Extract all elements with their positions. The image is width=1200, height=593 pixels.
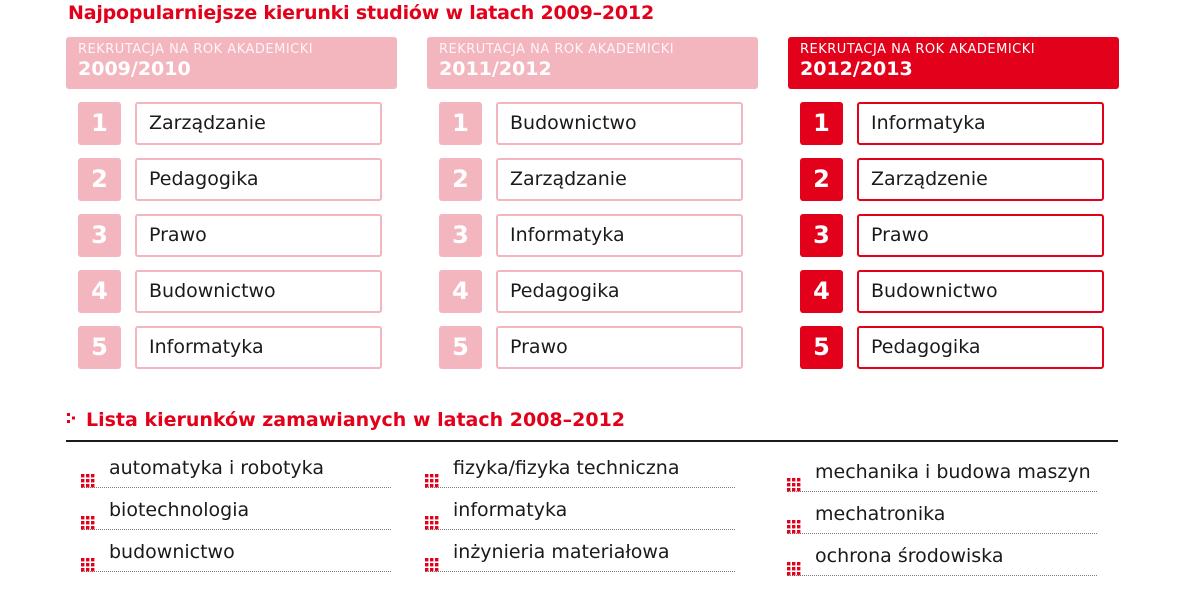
rank-label: Budownictwo — [496, 102, 743, 145]
list-item: automatyka i robotyka — [81, 446, 391, 488]
list-item-label: budownictwo — [109, 541, 235, 563]
ranking-row: 1 Budownictwo — [439, 102, 745, 145]
list-item: ochrona środowiska — [787, 534, 1097, 576]
ranking-row: 5 Informatyka — [78, 326, 384, 369]
list-item-label: mechanika i budowa maszyn — [815, 461, 1091, 483]
list-item: mechatronika — [787, 492, 1097, 534]
list-item-label: fizyka/fizyka techniczna — [453, 457, 680, 479]
ranking-column-2011: REKRUTACJA NA ROK AKADEMICKI 2011/2012 1… — [427, 37, 758, 369]
list-section-title: Lista kierunków zamawianych w latach 200… — [66, 409, 625, 431]
rank-number: 4 — [800, 270, 843, 313]
page-title: Najpopularniejsze kierunki studiów w lat… — [68, 2, 654, 24]
list-item: budownictwo — [81, 530, 391, 572]
ranking-column-2012: REKRUTACJA NA ROK AKADEMICKI 2012/2013 1… — [788, 37, 1119, 369]
ranking-header: REKRUTACJA NA ROK AKADEMICKI 2011/2012 — [427, 37, 758, 89]
rank-label: Zarządzanie — [135, 102, 382, 145]
rank-number: 2 — [78, 158, 121, 201]
list-title-text: Lista kierunków zamawianych w latach 200… — [86, 409, 626, 431]
rank-label: Budownictwo — [857, 270, 1104, 313]
ranking-row: 4 Budownictwo — [800, 270, 1106, 313]
ranking-row: 1 Zarządzanie — [78, 102, 384, 145]
ranking-header: REKRUTACJA NA ROK AKADEMICKI 2009/2010 — [66, 37, 397, 89]
ranking-row: 2 Zarządzanie — [439, 158, 745, 201]
ranking-row: 3 Prawo — [78, 214, 384, 257]
grid-dots-icon — [787, 507, 802, 534]
ordered-fields-column: automatyka i robotyka biotechnologia bud… — [81, 446, 391, 572]
rank-number: 1 — [439, 102, 482, 145]
list-item-label: ochrona środowiska — [815, 545, 1004, 567]
rank-label: Prawo — [135, 214, 382, 257]
rank-number: 1 — [78, 102, 121, 145]
grid-dots-icon — [425, 461, 440, 488]
grid-dots-icon — [81, 503, 96, 530]
header-caption: REKRUTACJA NA ROK AKADEMICKI — [78, 42, 314, 57]
rank-number: 2 — [800, 158, 843, 201]
ranking-row: 5 Prawo — [439, 326, 745, 369]
rank-number: 3 — [78, 214, 121, 257]
rank-number: 3 — [439, 214, 482, 257]
rank-label: Prawo — [496, 326, 743, 369]
list-item: mechanika i budowa maszyn — [787, 450, 1097, 492]
colon-dots-icon — [66, 409, 80, 431]
grid-dots-icon — [425, 545, 440, 572]
list-item: fizyka/fizyka techniczna — [425, 446, 735, 488]
rank-label: Pedagogika — [135, 158, 382, 201]
rank-number: 4 — [439, 270, 482, 313]
list-item-label: informatyka — [453, 499, 568, 521]
list-item-label: inżynieria materiałowa — [453, 541, 670, 563]
list-item-label: mechatronika — [815, 503, 946, 525]
list-item-label: biotechnologia — [109, 499, 250, 521]
ordered-fields-column: mechanika i budowa maszyn mechatronika o… — [787, 450, 1097, 576]
list-item-label: automatyka i robotyka — [109, 457, 324, 479]
grid-dots-icon — [425, 503, 440, 530]
rank-number: 5 — [78, 326, 121, 369]
ranking-row: 2 Pedagogika — [78, 158, 384, 201]
header-year: 2012/2013 — [800, 58, 913, 80]
header-caption: REKRUTACJA NA ROK AKADEMICKI — [439, 42, 675, 57]
rank-number: 1 — [800, 102, 843, 145]
rank-label: Informatyka — [135, 326, 382, 369]
list-item: inżynieria materiałowa — [425, 530, 735, 572]
header-caption: REKRUTACJA NA ROK AKADEMICKI — [800, 42, 1036, 57]
grid-dots-icon — [81, 461, 96, 488]
rank-number: 4 — [78, 270, 121, 313]
grid-dots-icon — [787, 465, 802, 492]
ranking-row: 2 Zarządzenie — [800, 158, 1106, 201]
rank-number: 5 — [800, 326, 843, 369]
rank-label: Pedagogika — [496, 270, 743, 313]
ranking-header: REKRUTACJA NA ROK AKADEMICKI 2012/2013 — [788, 37, 1119, 89]
rank-label: Zarządzenie — [857, 158, 1104, 201]
rank-label: Prawo — [857, 214, 1104, 257]
ranking-column-2009: REKRUTACJA NA ROK AKADEMICKI 2009/2010 1… — [66, 37, 397, 369]
ranking-row: 3 Informatyka — [439, 214, 745, 257]
ranking-row: 4 Pedagogika — [439, 270, 745, 313]
ordered-fields-column: fizyka/fizyka techniczna informatyka inż… — [425, 446, 735, 572]
list-item: informatyka — [425, 488, 735, 530]
rank-label: Budownictwo — [135, 270, 382, 313]
header-year: 2009/2010 — [78, 58, 191, 80]
header-year: 2011/2012 — [439, 58, 552, 80]
rank-label: Pedagogika — [857, 326, 1104, 369]
rank-number: 5 — [439, 326, 482, 369]
divider — [66, 440, 1118, 442]
ranking-row: 5 Pedagogika — [800, 326, 1106, 369]
rank-number: 3 — [800, 214, 843, 257]
ranking-row: 3 Prawo — [800, 214, 1106, 257]
rank-label: Informatyka — [857, 102, 1104, 145]
rank-label: Informatyka — [496, 214, 743, 257]
rank-label: Zarządzanie — [496, 158, 743, 201]
list-item: biotechnologia — [81, 488, 391, 530]
ranking-row: 1 Informatyka — [800, 102, 1106, 145]
grid-dots-icon — [787, 549, 802, 576]
rank-number: 2 — [439, 158, 482, 201]
grid-dots-icon — [81, 545, 96, 572]
ranking-row: 4 Budownictwo — [78, 270, 384, 313]
